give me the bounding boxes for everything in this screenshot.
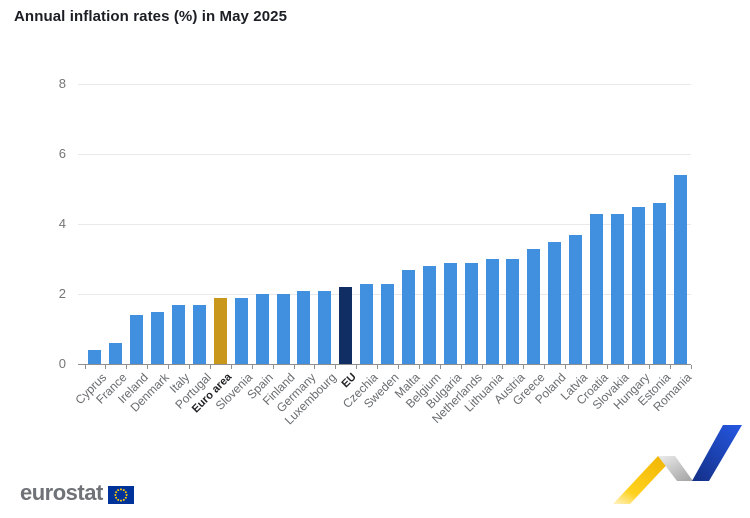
gridline [78, 84, 691, 85]
x-axis-tick [168, 365, 170, 369]
ribbon-yellow-stripe [613, 456, 675, 504]
x-axis-tick [690, 365, 692, 369]
x-axis-tick [335, 365, 337, 369]
eu-flag-icon [107, 485, 134, 504]
x-axis-tick [586, 365, 587, 369]
x-axis-tick [356, 365, 358, 369]
x-axis-line [78, 364, 691, 365]
x-axis-tick [669, 365, 671, 369]
bar-czechia[interactable] [360, 283, 374, 364]
bar-france[interactable] [109, 343, 123, 364]
y-axis-tick-label: 0 [58, 356, 66, 371]
chart-title: Annual inflation rates (%) in May 2025 [14, 8, 288, 25]
x-axis-tick [397, 365, 399, 369]
x-axis-tick [481, 365, 483, 369]
bar-malta[interactable] [401, 269, 415, 364]
bar-sweden[interactable] [381, 283, 394, 364]
x-axis-tick [209, 365, 211, 369]
x-axis-tick [272, 365, 274, 369]
bar-latvia[interactable] [569, 234, 583, 364]
bar-bulgaria[interactable] [443, 262, 457, 364]
ribbon-gray-fold [658, 456, 693, 481]
bar-denmark[interactable] [151, 311, 165, 364]
x-axis-tick [230, 365, 232, 369]
bar-netherlands[interactable] [464, 262, 478, 364]
x-axis-tick [627, 365, 629, 369]
bar-hungary[interactable] [631, 206, 645, 364]
x-axis-tick [377, 365, 379, 369]
bar-lithuania[interactable] [485, 259, 499, 364]
gridline [78, 224, 691, 225]
bar-finland[interactable] [276, 294, 290, 364]
x-axis-tick [84, 365, 86, 369]
x-axis-tick [439, 365, 441, 369]
x-axis-tick [189, 365, 190, 369]
bar-italy[interactable] [172, 304, 185, 364]
y-axis-tick-label: 8 [58, 76, 66, 91]
bar-luxembourg[interactable] [318, 290, 332, 364]
x-axis-tick [565, 365, 567, 369]
bar-chart: 0 2 4 6 8 Cyprus France Ireland Denmark Italy Port… [58, 76, 695, 427]
x-axis-tick [105, 365, 107, 369]
x-axis-tick [251, 365, 253, 369]
gridline [78, 154, 691, 155]
eu-flag-stars [114, 487, 128, 502]
bar-slovenia[interactable] [234, 297, 248, 364]
x-axis-tick [648, 365, 650, 369]
bar-cyprus[interactable] [88, 350, 102, 364]
bar-estonia[interactable] [652, 203, 666, 364]
y-axis-tick-label: 6 [58, 146, 66, 161]
ribbon-blue-stripe [692, 425, 742, 481]
x-axis-tick [544, 365, 546, 369]
bar-romania[interactable] [673, 175, 687, 364]
bar-eu[interactable] [339, 287, 353, 364]
bar-croatia[interactable] [590, 213, 603, 364]
bar-portugal[interactable] [192, 304, 206, 364]
bar-poland[interactable] [548, 241, 562, 364]
bar-euro-area[interactable] [213, 297, 227, 364]
bar-slovakia[interactable] [610, 213, 624, 364]
bar-greece[interactable] [527, 248, 541, 364]
bar-spain[interactable] [255, 294, 269, 364]
ribbon-decoration-icon [613, 425, 742, 504]
bar-austria[interactable] [506, 259, 520, 364]
bar-belgium[interactable] [422, 266, 436, 364]
x-axis-tick [293, 365, 295, 369]
x-axis-tick [523, 365, 525, 369]
x-axis-tick [314, 365, 316, 369]
y-axis-tick-label: 4 [58, 216, 66, 231]
x-axis-tick [606, 365, 608, 369]
eurostat-logo[interactable]: eurostat [20, 480, 134, 506]
x-axis-tick [502, 365, 504, 369]
y-axis-tick-label: 2 [58, 286, 66, 301]
x-axis-tick [126, 365, 128, 369]
x-axis-tick [147, 365, 149, 369]
bar-germany[interactable] [297, 290, 311, 364]
x-axis-tick [460, 365, 462, 369]
eurostat-logo-text: eurostat [20, 480, 103, 505]
x-axis-tick [418, 365, 420, 369]
bar-ireland[interactable] [130, 315, 144, 364]
